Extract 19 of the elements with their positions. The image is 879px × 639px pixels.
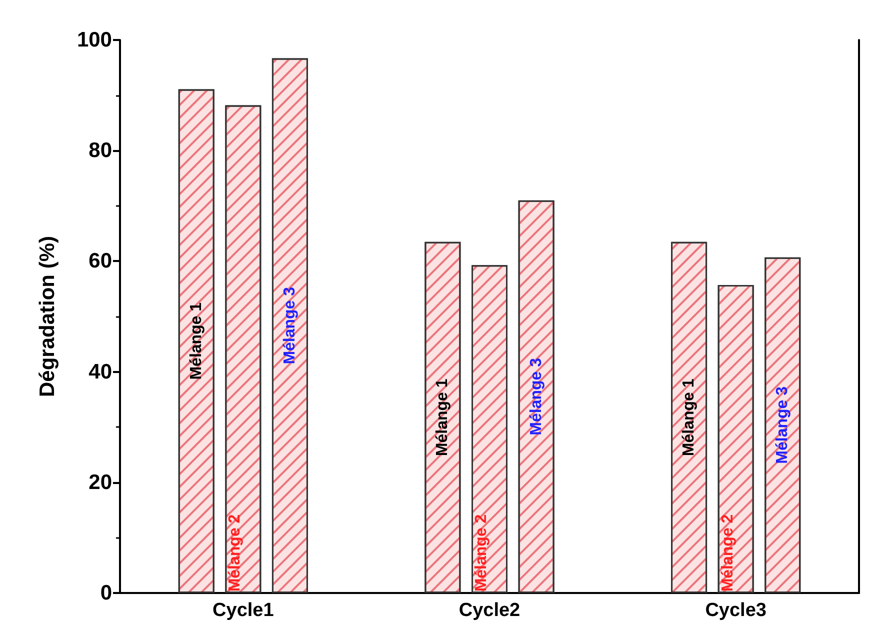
y-tick-label: 0 bbox=[100, 582, 112, 604]
text: Mélange 2 bbox=[473, 514, 490, 592]
text: Mélange 2 bbox=[719, 514, 736, 592]
y-tick-label: 40 bbox=[88, 360, 112, 384]
series-label: Mélange 1 bbox=[188, 302, 205, 380]
series-label: Mélange 3 bbox=[281, 286, 298, 364]
x-tick-label: Cycle3 bbox=[705, 600, 766, 621]
series-label: Mélange 2 bbox=[226, 514, 244, 592]
text: Mélange 1 bbox=[434, 378, 452, 456]
x-tick-label: Cycle1 bbox=[212, 600, 274, 621]
text: Mélange 3 bbox=[528, 358, 545, 436]
y-tick-label: 80 bbox=[88, 139, 112, 162]
text: Mélange 1 bbox=[680, 378, 698, 456]
y-axis-title: Dégradation (%) bbox=[36, 236, 59, 398]
y-tick-label: 100 bbox=[76, 28, 112, 52]
text: Mélange 3 bbox=[774, 386, 792, 464]
x-tick-label: Cycle2 bbox=[458, 600, 520, 621]
y-tick-label: 60 bbox=[88, 250, 112, 273]
y-tick-label: 20 bbox=[88, 470, 112, 494]
